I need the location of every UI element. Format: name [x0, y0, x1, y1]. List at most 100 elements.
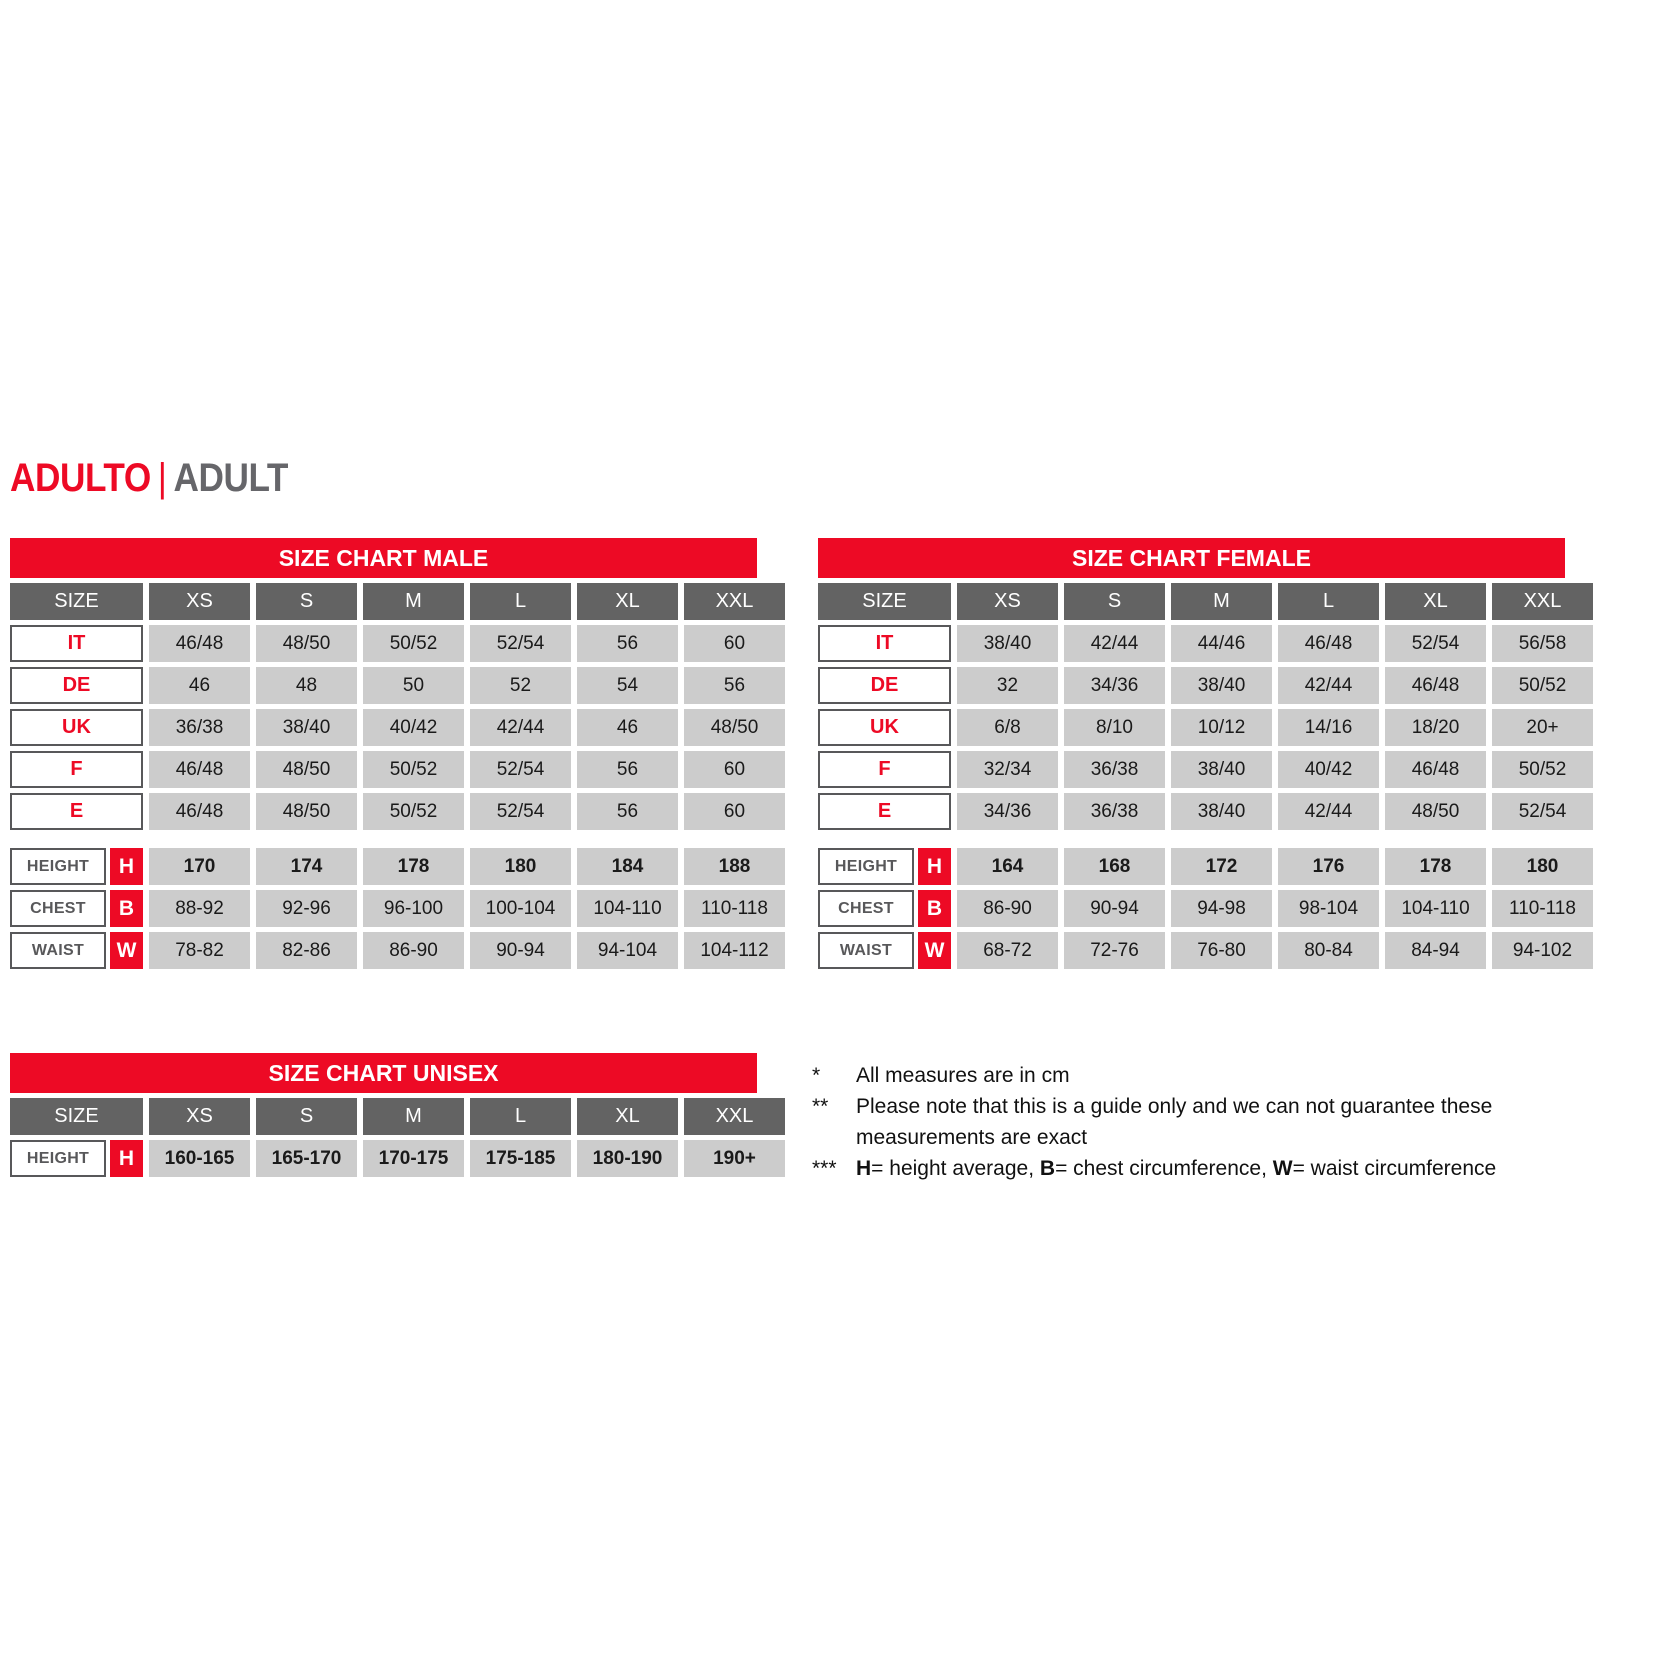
- table-cell: 60: [684, 751, 785, 788]
- column-header-l: L: [470, 1098, 571, 1135]
- table-cell: 40/42: [363, 709, 464, 746]
- row-badge-h: H: [918, 848, 951, 885]
- row-label-height: HEIGHT H: [10, 848, 143, 885]
- table-cell: 14/16: [1278, 709, 1379, 746]
- size-chart-female-grid: SIZE XS S M L XL XXL IT 38/40 42/44 44/46 46/48 52/5…: [818, 583, 1593, 969]
- table-cell: 32/34: [957, 751, 1058, 788]
- row-label-e: E: [10, 793, 143, 830]
- table-cell: 165-170: [256, 1140, 357, 1177]
- column-header-size: SIZE: [818, 583, 951, 620]
- table-cell: 50: [363, 667, 464, 704]
- row-label-uk: UK: [10, 709, 143, 746]
- table-cell: 188: [684, 848, 785, 885]
- table-cell: 172: [1171, 848, 1272, 885]
- size-chart-female: SIZE CHART FEMALE SIZE XS S M L XL XXL IT 38/40 4…: [818, 538, 1593, 969]
- column-header-size: SIZE: [10, 1098, 143, 1135]
- table-cell: 104-110: [577, 890, 678, 927]
- table-cell: 38/40: [1171, 793, 1272, 830]
- table-cell: 82-86: [256, 932, 357, 969]
- size-chart-male-header: SIZE CHART MALE: [10, 538, 757, 578]
- table-cell: 90-94: [470, 932, 571, 969]
- table-cell: 100-104: [470, 890, 571, 927]
- page-title-primary: ADULTO: [10, 456, 151, 500]
- table-cell: 60: [684, 625, 785, 662]
- column-header-xs: XS: [149, 583, 250, 620]
- row-label-height: HEIGHT H: [10, 1140, 143, 1177]
- table-cell: 46/48: [1278, 625, 1379, 662]
- table-cell: 46/48: [1385, 751, 1486, 788]
- column-header-xxl: XXL: [684, 1098, 785, 1135]
- row-label-e: E: [818, 793, 951, 830]
- row-label-waist: WAIST W: [818, 932, 951, 969]
- table-cell: 86-90: [957, 890, 1058, 927]
- size-chart-unisex: SIZE CHART UNISEX SIZE XS S M L XL XXL HEIGHT H 1…: [10, 1053, 785, 1177]
- table-cell: 178: [363, 848, 464, 885]
- column-header-m: M: [363, 1098, 464, 1135]
- row-label-waist: WAIST W: [10, 932, 143, 969]
- table-cell: 46/48: [149, 793, 250, 830]
- note-segment: = waist circumference: [1292, 1157, 1497, 1180]
- table-cell: 96-100: [363, 890, 464, 927]
- row-label-de: DE: [818, 667, 951, 704]
- table-cell: 175-185: [470, 1140, 571, 1177]
- page-title-secondary: ADULT: [173, 456, 289, 500]
- table-cell: 174: [256, 848, 357, 885]
- column-header-size: SIZE: [10, 583, 143, 620]
- table-cell: 110-118: [684, 890, 785, 927]
- table-cell: 56: [577, 793, 678, 830]
- table-cell: 46/48: [149, 625, 250, 662]
- column-header-m: M: [363, 583, 464, 620]
- note-item: * All measures are in cm: [812, 1060, 1602, 1091]
- note-emphasis: W: [1272, 1157, 1293, 1180]
- table-cell: 38/40: [957, 625, 1058, 662]
- row-label-text: HEIGHT: [10, 1140, 106, 1177]
- note-marker: ***: [812, 1157, 837, 1180]
- table-cell: 190+: [684, 1140, 785, 1177]
- table-cell: 48/50: [684, 709, 785, 746]
- table-cell: 48: [256, 667, 357, 704]
- note-text: All measures are in cm: [856, 1060, 1602, 1091]
- table-cell: 48/50: [256, 625, 357, 662]
- table-cell: 46: [577, 709, 678, 746]
- table-cell: 42/44: [1064, 625, 1165, 662]
- table-cell: 94-102: [1492, 932, 1593, 969]
- column-header-l: L: [1278, 583, 1379, 620]
- row-badge-w: W: [918, 932, 951, 969]
- row-badge-w: W: [110, 932, 143, 969]
- note-segment: Please note that this is a guide only an…: [856, 1095, 1493, 1149]
- column-header-xs: XS: [957, 583, 1058, 620]
- row-badge-h: H: [110, 1140, 143, 1177]
- table-cell: 42/44: [1278, 667, 1379, 704]
- page-title: ADULTO | ADULT: [10, 458, 288, 498]
- table-cell: 72-76: [1064, 932, 1165, 969]
- row-label-text: HEIGHT: [10, 848, 106, 885]
- note-marker: *: [812, 1064, 821, 1087]
- column-header-s: S: [1064, 583, 1165, 620]
- note-text: H= height average, B= chest circumferenc…: [856, 1153, 1602, 1184]
- size-chart-unisex-grid: SIZE XS S M L XL XXL HEIGHT H 160-165 165-170 170-1…: [10, 1098, 785, 1177]
- table-cell: 42/44: [470, 709, 571, 746]
- row-badge-h: H: [110, 848, 143, 885]
- row-label-height: HEIGHT H: [818, 848, 951, 885]
- column-header-xl: XL: [577, 1098, 678, 1135]
- section-spacer: [10, 835, 785, 843]
- row-label-text: HEIGHT: [818, 848, 914, 885]
- table-cell: 180-190: [577, 1140, 678, 1177]
- table-cell: 184: [577, 848, 678, 885]
- table-cell: 50/52: [363, 625, 464, 662]
- table-cell: 76-80: [1171, 932, 1272, 969]
- table-cell: 110-118: [1492, 890, 1593, 927]
- table-cell: 104-110: [1385, 890, 1486, 927]
- note-item: ** Please note that this is a guide only …: [812, 1091, 1602, 1153]
- table-cell: 50/52: [363, 751, 464, 788]
- table-cell: 80-84: [1278, 932, 1379, 969]
- table-cell: 38/40: [1171, 751, 1272, 788]
- row-label-text: CHEST: [818, 890, 914, 927]
- note-emphasis: H: [856, 1157, 872, 1180]
- size-chart-unisex-header: SIZE CHART UNISEX: [10, 1053, 757, 1093]
- column-header-xl: XL: [1385, 583, 1486, 620]
- table-cell: 88-92: [149, 890, 250, 927]
- table-cell: 50/52: [363, 793, 464, 830]
- table-cell: 44/46: [1171, 625, 1272, 662]
- table-cell: 20+: [1492, 709, 1593, 746]
